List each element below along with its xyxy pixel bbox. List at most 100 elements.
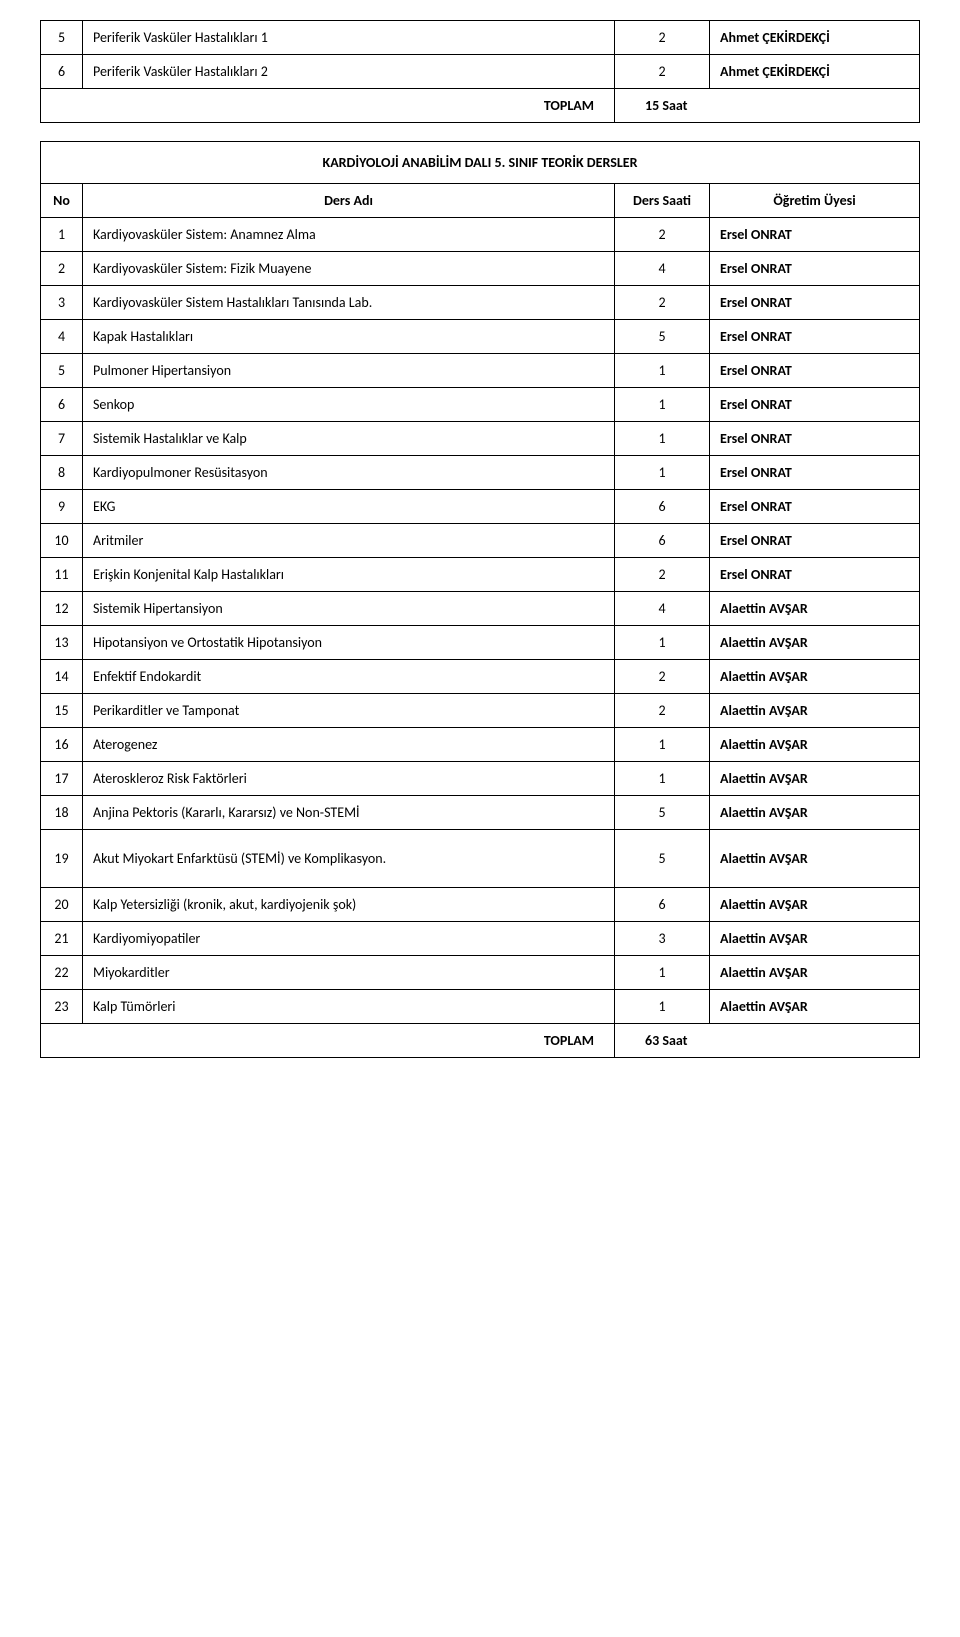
table-periferik: 5Periferik Vasküler Hastalıkları 12Ahmet… xyxy=(40,20,920,123)
cell-no: 7 xyxy=(41,422,83,456)
cell-hours: 1 xyxy=(615,762,710,796)
cell-instructor: Alaettin AVŞAR xyxy=(710,592,920,626)
cell-name: Kapak Hastalıkları xyxy=(83,320,615,354)
table-row: 22Miyokarditler1Alaettin AVŞAR xyxy=(41,956,920,990)
cell-hours: 1 xyxy=(615,956,710,990)
cell-no: 8 xyxy=(41,456,83,490)
cell-hours: 2 xyxy=(615,55,710,89)
table-kardiyoloji: KARDİYOLOJİ ANABİLİM DALI 5. SINIF TEORİ… xyxy=(40,141,920,1058)
table-row: 9EKG6Ersel ONRAT xyxy=(41,490,920,524)
cell-name: Perikarditler ve Tamponat xyxy=(83,694,615,728)
cell-no: 17 xyxy=(41,762,83,796)
cell-hours: 5 xyxy=(615,796,710,830)
header-hours: Ders Saati xyxy=(615,184,710,218)
cell-hours: 6 xyxy=(615,888,710,922)
cell-no: 5 xyxy=(41,354,83,388)
table-row: 20Kalp Yetersizliği (kronik, akut, kardi… xyxy=(41,888,920,922)
cell-no: 23 xyxy=(41,990,83,1024)
table-row: 15Perikarditler ve Tamponat2Alaettin AVŞ… xyxy=(41,694,920,728)
cell-hours: 4 xyxy=(615,592,710,626)
total-row: TOPLAM15 Saat xyxy=(41,89,920,123)
cell-instructor: Ersel ONRAT xyxy=(710,286,920,320)
cell-hours: 1 xyxy=(615,626,710,660)
cell-no: 10 xyxy=(41,524,83,558)
cell-no: 2 xyxy=(41,252,83,286)
cell-instructor: Alaettin AVŞAR xyxy=(710,762,920,796)
cell-no: 1 xyxy=(41,218,83,252)
cell-hours: 1 xyxy=(615,456,710,490)
cell-name: Kardiyopulmoner Resüsitasyon xyxy=(83,456,615,490)
cell-name: Akut Miyokart Enfarktüsü (STEMİ) ve Komp… xyxy=(83,830,615,888)
table-row: 11Erişkin Konjenital Kalp Hastalıkları2E… xyxy=(41,558,920,592)
table-row: 19Akut Miyokart Enfarktüsü (STEMİ) ve Ko… xyxy=(41,830,920,888)
cell-name: Kardiyovasküler Sistem: Anamnez Alma xyxy=(83,218,615,252)
cell-name: Senkop xyxy=(83,388,615,422)
cell-name: Aterogenez xyxy=(83,728,615,762)
cell-instructor: Alaettin AVŞAR xyxy=(710,922,920,956)
table-row: 6Senkop1Ersel ONRAT xyxy=(41,388,920,422)
cell-name: Enfektif Endokardit xyxy=(83,660,615,694)
table-row: 4Kapak Hastalıkları5Ersel ONRAT xyxy=(41,320,920,354)
cell-no: 15 xyxy=(41,694,83,728)
cell-no: 11 xyxy=(41,558,83,592)
cell-name: Kalp Tümörleri xyxy=(83,990,615,1024)
cell-hours: 4 xyxy=(615,252,710,286)
cell-instructor: Alaettin AVŞAR xyxy=(710,694,920,728)
cell-no: 16 xyxy=(41,728,83,762)
cell-no: 4 xyxy=(41,320,83,354)
cell-instructor: Ersel ONRAT xyxy=(710,422,920,456)
cell-no: 20 xyxy=(41,888,83,922)
table2-title: KARDİYOLOJİ ANABİLİM DALI 5. SINIF TEORİ… xyxy=(41,142,920,184)
table-row: 2Kardiyovasküler Sistem: Fizik Muayene4E… xyxy=(41,252,920,286)
cell-hours: 2 xyxy=(615,694,710,728)
cell-instructor: Ersel ONRAT xyxy=(710,490,920,524)
cell-hours: 2 xyxy=(615,218,710,252)
cell-no: 14 xyxy=(41,660,83,694)
cell-name: Pulmoner Hipertansiyon xyxy=(83,354,615,388)
cell-instructor: Ersel ONRAT xyxy=(710,456,920,490)
cell-hours: 2 xyxy=(615,660,710,694)
table2-header-row: No Ders Adı Ders Saati Öğretim Üyesi xyxy=(41,184,920,218)
cell-name: Sistemik Hastalıklar ve Kalp xyxy=(83,422,615,456)
table-row: 16Aterogenez1Alaettin AVŞAR xyxy=(41,728,920,762)
cell-instructor: Ersel ONRAT xyxy=(710,218,920,252)
table-row: 21Kardiyomiyopatiler3Alaettin AVŞAR xyxy=(41,922,920,956)
table-row: 6Periferik Vasküler Hastalıkları 22Ahmet… xyxy=(41,55,920,89)
table-row: 1Kardiyovasküler Sistem: Anamnez Alma2Er… xyxy=(41,218,920,252)
cell-instructor: Ersel ONRAT xyxy=(710,320,920,354)
cell-no: 5 xyxy=(41,21,83,55)
cell-hours: 2 xyxy=(615,558,710,592)
cell-instructor: Ahmet ÇEKİRDEKÇİ xyxy=(710,55,920,89)
cell-name: Erişkin Konjenital Kalp Hastalıkları xyxy=(83,558,615,592)
cell-name: Periferik Vasküler Hastalıkları 2 xyxy=(83,55,615,89)
cell-no: 12 xyxy=(41,592,83,626)
header-no: No xyxy=(41,184,83,218)
cell-hours: 5 xyxy=(615,320,710,354)
table-row: 12Sistemik Hipertansiyon4Alaettin AVŞAR xyxy=(41,592,920,626)
cell-no: 22 xyxy=(41,956,83,990)
table-row: 5Periferik Vasküler Hastalıkları 12Ahmet… xyxy=(41,21,920,55)
cell-hours: 1 xyxy=(615,354,710,388)
cell-name: Periferik Vasküler Hastalıkları 1 xyxy=(83,21,615,55)
table-row: 17Ateroskleroz Risk Faktörleri1Alaettin … xyxy=(41,762,920,796)
cell-hours: 1 xyxy=(615,728,710,762)
header-instructor: Öğretim Üyesi xyxy=(710,184,920,218)
cell-hours: 1 xyxy=(615,388,710,422)
cell-instructor: Alaettin AVŞAR xyxy=(710,660,920,694)
cell-instructor: Ersel ONRAT xyxy=(710,252,920,286)
cell-no: 18 xyxy=(41,796,83,830)
cell-no: 13 xyxy=(41,626,83,660)
cell-instructor: Ersel ONRAT xyxy=(710,388,920,422)
cell-name: Anjina Pektoris (Kararlı, Kararsız) ve N… xyxy=(83,796,615,830)
cell-name: Kardiyovasküler Sistem: Fizik Muayene xyxy=(83,252,615,286)
cell-hours: 5 xyxy=(615,830,710,888)
cell-name: Sistemik Hipertansiyon xyxy=(83,592,615,626)
cell-no: 6 xyxy=(41,55,83,89)
cell-name: Kardiyomiyopatiler xyxy=(83,922,615,956)
cell-instructor: Ersel ONRAT xyxy=(710,558,920,592)
cell-name: Ateroskleroz Risk Faktörleri xyxy=(83,762,615,796)
cell-no: 3 xyxy=(41,286,83,320)
cell-instructor: Ersel ONRAT xyxy=(710,524,920,558)
cell-instructor: Alaettin AVŞAR xyxy=(710,626,920,660)
table-row: 5Pulmoner Hipertansiyon1Ersel ONRAT xyxy=(41,354,920,388)
